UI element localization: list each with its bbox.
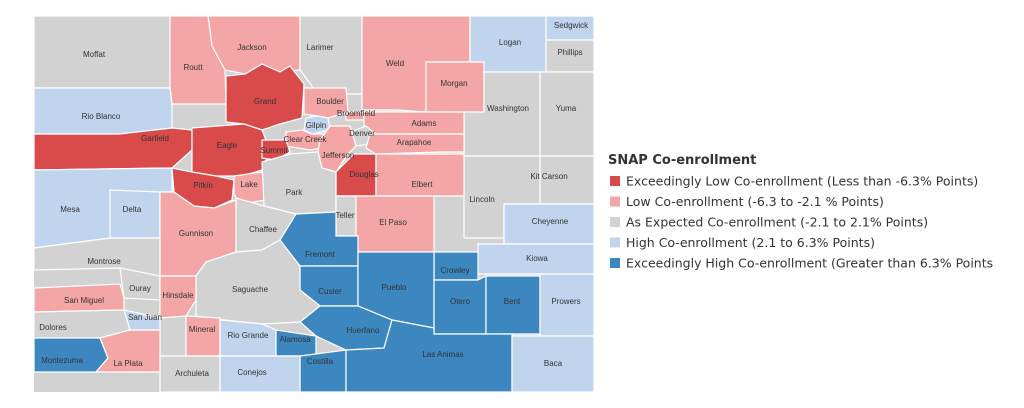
county-label-sedgwick: Sedgwick: [554, 21, 589, 30]
county-label-saguache: Saguache: [232, 285, 269, 294]
county-label-huerfano: Huerfano: [347, 326, 380, 335]
legend-label-exceedingly-low: Exceedingly Low Co-enrollment (Less than…: [626, 174, 978, 189]
county-label-weld: Weld: [386, 59, 404, 68]
county-label-delta: Delta: [123, 205, 142, 214]
legend-label-expected: As Expected Co-enrollment (-2.1 to 2.1% …: [626, 215, 928, 230]
county-label-routt: Routt: [183, 63, 203, 72]
county-label-mesa: Mesa: [60, 205, 80, 214]
county-label-la-plata: La Plata: [113, 359, 143, 368]
county-conejos[interactable]: [219, 355, 301, 393]
county-label-alamosa: Alamosa: [279, 335, 311, 344]
county-label-montrose: Montrose: [87, 257, 121, 266]
county-lake[interactable]: [233, 171, 267, 205]
county-label-baca: Baca: [544, 359, 563, 368]
county-label-bent: Bent: [504, 297, 521, 306]
county-label-douglas: Douglas: [349, 170, 378, 179]
county-label-summit: Summit: [260, 146, 288, 155]
county-label-san-juan: San Juan: [128, 313, 162, 322]
county-label-lake: Lake: [240, 180, 258, 189]
county-label-el-paso: El Paso: [379, 218, 407, 227]
county-rio-blanco[interactable]: [33, 87, 173, 135]
county-label-eagle: Eagle: [217, 141, 238, 150]
legend-label-high: High Co-enrollment (2.1 to 6.3% Points): [626, 235, 875, 250]
county-delta[interactable]: [109, 189, 161, 239]
county-larimer[interactable]: [299, 15, 363, 95]
county-label-archuleta: Archuleta: [175, 369, 209, 378]
county-label-cheyenne: Cheyenne: [532, 217, 569, 226]
legend-items: Exceedingly Low Co-enrollment (Less than…: [610, 174, 993, 271]
county-label-teller: Teller: [335, 211, 354, 220]
counties-layer: [33, 15, 595, 393]
county-label-boulder: Boulder: [316, 97, 344, 106]
county-elbert[interactable]: [375, 153, 465, 197]
county-label-chaffee: Chaffee: [249, 225, 277, 234]
county-label-conejos: Conejos: [237, 368, 266, 377]
county-label-denver: Denver: [349, 129, 375, 138]
legend-title: SNAP Co-enrollment: [608, 153, 756, 168]
county-label-otero: Otero: [450, 297, 471, 306]
county-label-broomfield: Broomfield: [337, 109, 375, 118]
county-label-prowers: Prowers: [551, 297, 580, 306]
county-montezuma[interactable]: [33, 337, 109, 373]
county-label-kiowa: Kiowa: [526, 254, 548, 263]
county-label-san-miguel: San Miguel: [64, 296, 104, 305]
legend-swatch-low: [610, 196, 620, 207]
county-label-dolores: Dolores: [39, 323, 67, 332]
county-label-jefferson: Jefferson: [322, 151, 355, 160]
county-yuma[interactable]: [539, 71, 595, 157]
county-label-pitkin: Pitkin: [193, 181, 213, 190]
county-label-fremont: Fremont: [305, 250, 336, 259]
county-label-clear-creek: Clear Creek: [284, 135, 328, 144]
county-label-montezuma: Montezuma: [41, 356, 83, 365]
county-label-arapahoe: Arapahoe: [397, 138, 432, 147]
county-label-grand: Grand: [254, 97, 276, 106]
county-hinsdale[interactable]: [159, 275, 197, 319]
county-arapahoe[interactable]: [365, 133, 465, 155]
county-label-gilpin: Gilpin: [306, 121, 326, 130]
county-label-costilla: Costilla: [307, 357, 334, 366]
county-baca[interactable]: [511, 335, 595, 393]
legend-swatch-exceedingly-low: [610, 176, 620, 186]
county-label-yuma: Yuma: [556, 104, 577, 113]
legend: SNAP Co-enrollment Exceedingly Low Co-en…: [608, 153, 993, 271]
county-label-lincoln: Lincoln: [469, 195, 494, 204]
county-label-elbert: Elbert: [412, 180, 434, 189]
county-label-rio-grande: Rio Grande: [228, 331, 269, 340]
county-las-animas[interactable]: [345, 319, 513, 393]
county-label-hinsdale: Hinsdale: [162, 291, 194, 300]
county-label-crowley: Crowley: [441, 266, 470, 275]
legend-swatch-high: [610, 237, 620, 248]
county-label-mineral: Mineral: [189, 325, 215, 334]
county-label-moffat: Moffat: [83, 50, 106, 59]
county-label-rio-blanco: Rio Blanco: [82, 112, 121, 121]
legend-label-low: Low Co-enrollment (-6.3 to -2.1 % Points…: [626, 194, 884, 209]
county-label-logan: Logan: [499, 38, 521, 47]
legend-label-exceedingly-high: Exceedingly High Co-enrollment (Greater …: [626, 256, 993, 271]
county-label-pueblo: Pueblo: [382, 283, 407, 292]
county-mineral[interactable]: [185, 315, 221, 357]
legend-swatch-exceedingly-high: [610, 258, 620, 268]
county-label-park: Park: [286, 188, 303, 197]
county-label-custer: Custer: [318, 287, 342, 296]
county-label-adams: Adams: [412, 119, 437, 128]
county-label-jackson: Jackson: [237, 43, 266, 52]
county-label-larimer: Larimer: [306, 43, 333, 52]
county-label-kit-carson: Kit Carson: [530, 172, 567, 181]
county-label-ouray: Ouray: [129, 284, 151, 293]
county-eagle[interactable]: [191, 123, 271, 177]
legend-swatch-expected: [610, 217, 620, 227]
county-label-morgan: Morgan: [440, 79, 467, 88]
county-label-las-animas: Las Animas: [422, 350, 463, 359]
county-san-miguel[interactable]: [33, 283, 125, 313]
county-label-garfield: Garfield: [141, 134, 169, 143]
county-label-gunnison: Gunnison: [179, 229, 213, 238]
county-label-washington: Washington: [487, 104, 529, 113]
county-labels-layer: Moffat Jackson Larimer Weld Logan Sedgwick Phi…: [39, 21, 589, 378]
county-label-phillips: Phillips: [557, 48, 582, 57]
